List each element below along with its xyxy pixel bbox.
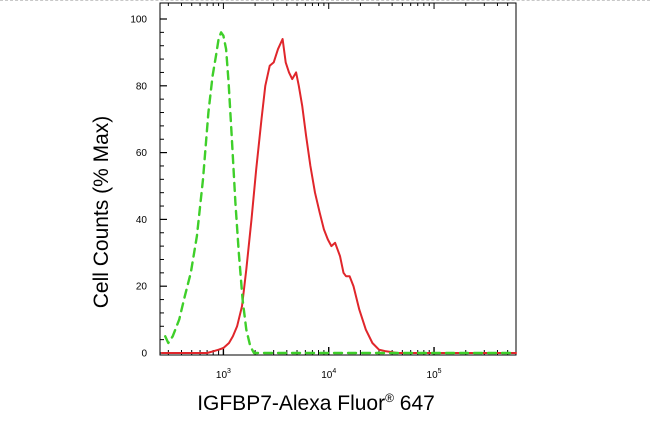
series-layer [160,31,518,355]
series-line-2 [163,31,518,355]
registered-mark: ® [385,391,394,405]
x-axis-label-main: IGFBP7-Alexa Fluor [197,392,385,415]
x-tick-label: 104 [321,368,336,381]
x-axis-label-suffix: 647 [394,392,435,415]
y-tick-label: 40 [136,215,148,226]
x-axis-ticks: 103 104 105 [167,3,517,381]
y-tick-label: 60 [136,148,148,159]
y-axis-ticks: 0 20 40 60 80 100 [130,15,167,360]
y-tick-label: 100 [130,15,147,26]
y-axis-label: Cell Counts (% Max) [90,116,113,309]
series-line-1 [160,38,517,354]
y-tick-label: 0 [141,349,147,360]
y-tick-label: 20 [136,282,148,293]
x-axis-label: IGFBP7-Alexa Fluor® 647 [197,391,435,415]
x-tick-label: 105 [427,368,442,381]
top-border-rule [0,0,650,1]
y-tick-label: 80 [136,81,148,92]
x-tick-label: 103 [216,368,231,381]
plot-frame [159,2,517,356]
